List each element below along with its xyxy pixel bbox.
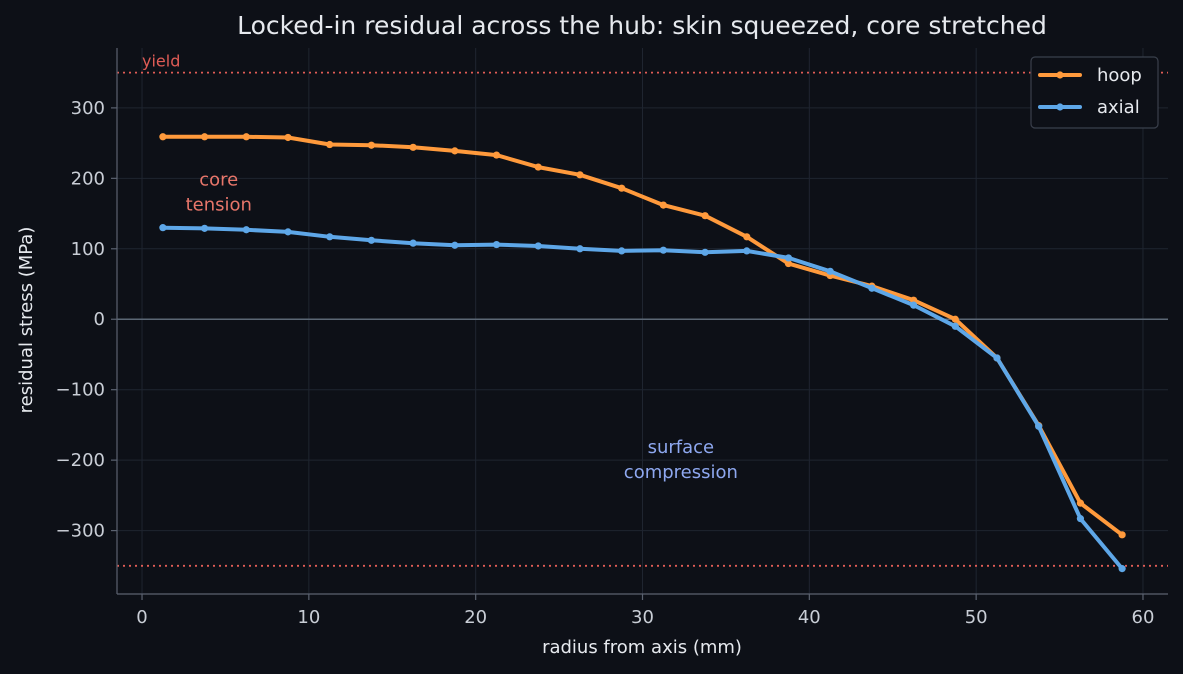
series-line-hoop xyxy=(160,134,1125,537)
data-point-hoop xyxy=(159,133,167,141)
data-point-hoop xyxy=(701,212,709,220)
data-point-hoop xyxy=(200,133,209,141)
data-point-hoop xyxy=(242,133,250,141)
legend-marker-hoop xyxy=(1056,71,1064,79)
data-point-hoop xyxy=(743,233,751,241)
data-point-hoop xyxy=(492,151,501,159)
x-axis-label: radius from axis (mm) xyxy=(542,637,742,658)
data-point-hoop xyxy=(367,141,376,149)
x-tick-label: 0 xyxy=(136,607,147,628)
data-point-axial xyxy=(868,284,876,292)
annotation-line: tension xyxy=(186,194,252,215)
x-tick-label: 30 xyxy=(631,607,654,628)
y-tick-label: 200 xyxy=(71,168,105,189)
series-layer xyxy=(159,133,1126,573)
annotation-line: compression xyxy=(624,462,738,483)
data-point-axial xyxy=(576,245,584,253)
data-point-axial xyxy=(618,247,626,255)
y-axis-label: residual stress (MPa) xyxy=(16,227,37,414)
x-tick-label: 50 xyxy=(965,607,988,628)
legend-label-hoop: hoop xyxy=(1097,65,1142,86)
ticks: 0 10 20 30 40 50 60 300 200 100 0 −100 −200 −300 xyxy=(56,98,1155,628)
data-point-axial xyxy=(367,236,376,244)
data-point-axial xyxy=(701,248,709,256)
annotation-line: surface xyxy=(648,437,715,458)
data-point-hoop xyxy=(326,140,334,149)
y-tick-label: 100 xyxy=(71,239,105,260)
y-tick-label: −300 xyxy=(56,521,105,542)
data-point-hoop xyxy=(1118,531,1126,539)
grid xyxy=(117,48,1168,594)
x-tick-label: 10 xyxy=(297,607,320,628)
data-point-hoop xyxy=(284,133,292,142)
data-point-axial xyxy=(1076,515,1085,523)
yield-label: yield xyxy=(142,52,180,71)
data-point-axial xyxy=(534,242,542,250)
x-tick-label: 60 xyxy=(1132,607,1155,628)
data-point-axial xyxy=(409,239,417,247)
annotation-line: core xyxy=(199,169,238,190)
data-point-axial xyxy=(1035,422,1043,430)
data-point-hoop xyxy=(1076,499,1085,507)
data-point-axial xyxy=(326,233,334,241)
y-tick-label: 0 xyxy=(94,309,105,330)
data-point-axial xyxy=(659,246,667,254)
data-point-axial xyxy=(284,228,292,236)
y-tick-label: −200 xyxy=(56,450,105,471)
data-point-axial xyxy=(242,226,250,234)
data-point-hoop xyxy=(409,143,417,151)
annotation: core tension xyxy=(186,169,252,215)
data-point-axial xyxy=(784,254,793,262)
series-axial xyxy=(159,224,1126,573)
data-point-axial xyxy=(951,322,959,330)
x-tick-label: 20 xyxy=(464,607,487,628)
legend-label-axial: axial xyxy=(1097,97,1140,118)
data-point-hoop xyxy=(451,147,459,155)
data-point-hoop xyxy=(909,296,918,304)
series-line-axial xyxy=(160,225,1125,571)
y-tick-label: 300 xyxy=(71,98,105,119)
data-point-hoop xyxy=(784,259,793,268)
reference-lines: yield xyxy=(117,52,1168,567)
data-point-axial xyxy=(451,241,459,249)
data-point-hoop xyxy=(951,315,959,323)
data-point-axial xyxy=(826,267,834,275)
data-point-hoop xyxy=(534,163,542,171)
data-point-hoop xyxy=(618,184,626,192)
data-point-axial xyxy=(743,247,751,255)
x-tick-label: 40 xyxy=(798,607,821,628)
legend-marker-axial xyxy=(1056,103,1064,111)
data-point-axial xyxy=(1118,565,1126,573)
chart-title: Locked-in residual across the hub: skin … xyxy=(237,11,1047,40)
data-point-axial xyxy=(159,224,167,232)
data-point-axial xyxy=(909,301,918,309)
data-point-axial xyxy=(492,240,501,249)
data-point-hoop xyxy=(659,201,667,209)
data-point-hoop xyxy=(576,171,584,179)
data-point-axial xyxy=(993,354,1001,362)
y-tick-label: −100 xyxy=(56,380,105,401)
data-point-axial xyxy=(200,224,209,232)
legend: hoop axial xyxy=(1030,56,1159,129)
annotations: core tension surface compression xyxy=(186,169,738,483)
annotation: surface compression xyxy=(624,437,738,483)
